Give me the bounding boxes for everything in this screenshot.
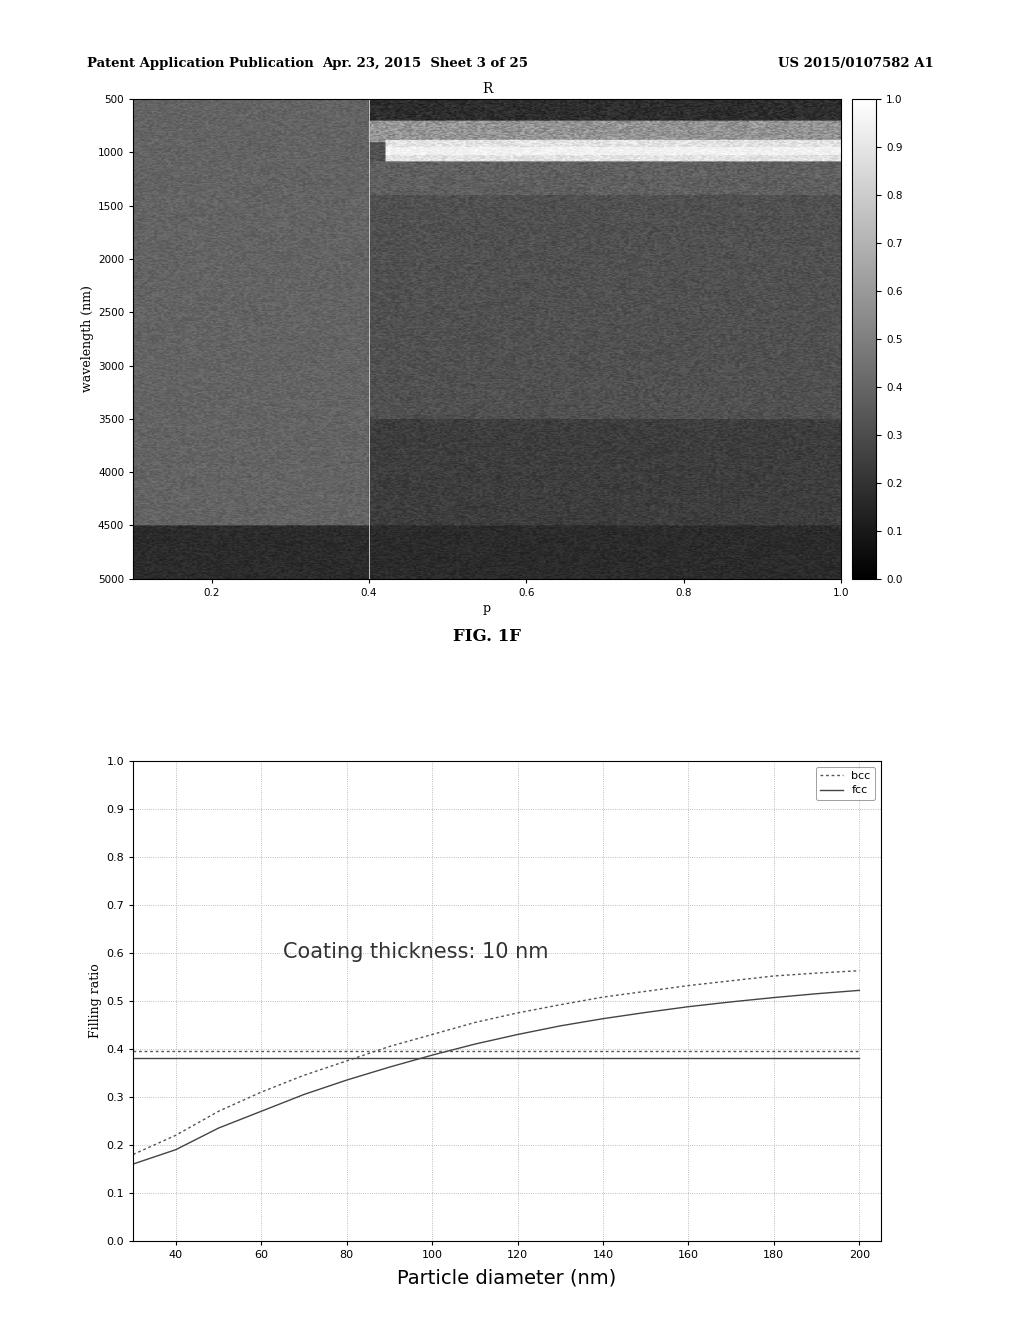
bcc (597, 989, 609, 1005)
fcc (383, 1059, 395, 1074)
bcc (810, 965, 822, 981)
fcc (426, 1047, 438, 1063)
Text: US 2015/0107582 A1: US 2015/0107582 A1 (778, 57, 934, 70)
fcc (469, 1036, 481, 1052)
fcc (341, 1072, 353, 1088)
fcc (127, 1156, 139, 1172)
Title: R: R (482, 82, 493, 96)
bcc (682, 978, 694, 994)
bcc (511, 1005, 523, 1020)
Legend: bcc, fcc: bcc, fcc (816, 767, 876, 800)
Line: bcc: bcc (133, 970, 859, 1155)
bcc (341, 1053, 353, 1069)
fcc (597, 1011, 609, 1027)
bcc (768, 968, 780, 983)
bcc (212, 1104, 224, 1119)
fcc (725, 994, 737, 1010)
Text: Apr. 23, 2015  Sheet 3 of 25: Apr. 23, 2015 Sheet 3 of 25 (322, 57, 528, 70)
bcc (469, 1015, 481, 1031)
bcc (127, 1147, 139, 1163)
Y-axis label: Filling ratio: Filling ratio (89, 964, 102, 1039)
bcc (426, 1027, 438, 1043)
fcc (810, 986, 822, 1002)
fcc (255, 1104, 267, 1119)
bcc (383, 1039, 395, 1055)
fcc (682, 999, 694, 1015)
fcc (853, 982, 865, 998)
fcc (298, 1086, 310, 1102)
bcc (640, 983, 652, 999)
fcc (212, 1121, 224, 1137)
Text: Coating thickness: 10 nm: Coating thickness: 10 nm (283, 941, 548, 962)
bcc (170, 1127, 182, 1143)
fcc (640, 1005, 652, 1020)
fcc (768, 990, 780, 1006)
bcc (725, 973, 737, 989)
bcc (255, 1084, 267, 1100)
fcc (511, 1027, 523, 1043)
Y-axis label: wavelength (nm): wavelength (nm) (81, 285, 93, 392)
bcc (554, 997, 566, 1012)
X-axis label: Particle diameter (nm): Particle diameter (nm) (397, 1269, 616, 1287)
Text: Patent Application Publication: Patent Application Publication (87, 57, 313, 70)
Line: fcc: fcc (133, 990, 859, 1164)
X-axis label: p: p (483, 602, 492, 615)
fcc (554, 1018, 566, 1034)
bcc (853, 962, 865, 978)
Text: FIG. 1F: FIG. 1F (453, 628, 521, 645)
fcc (170, 1142, 182, 1158)
bcc (298, 1068, 310, 1084)
